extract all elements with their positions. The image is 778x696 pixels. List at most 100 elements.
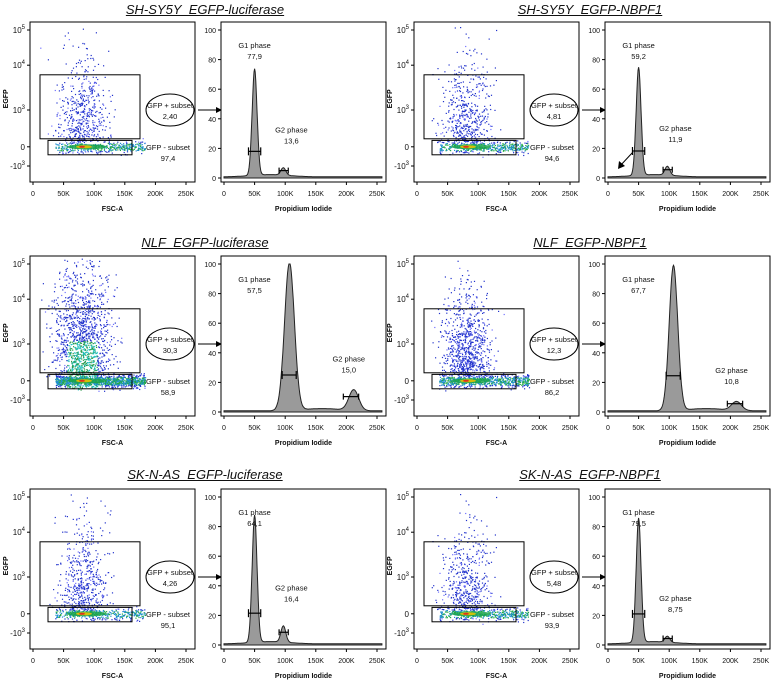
- p2-cell: [466, 123, 468, 125]
- p4-cell: [85, 297, 87, 299]
- p4-cell: [74, 357, 76, 359]
- p2-cell: [481, 73, 483, 75]
- p0-cell: [83, 115, 85, 118]
- p4-cell: [68, 345, 70, 347]
- p2-cell: [457, 82, 459, 84]
- p4-cell: [67, 309, 69, 312]
- p4-cell: [123, 376, 125, 378]
- p4-cell: [86, 376, 88, 378]
- p0-cell: [103, 65, 105, 67]
- p0-cell: [112, 149, 114, 151]
- p3-histogram-area: [607, 67, 767, 179]
- p2-cell: [468, 37, 470, 39]
- p0-cell: [77, 128, 79, 130]
- p4-cell: [93, 373, 95, 375]
- p4-cell: [77, 346, 79, 348]
- p2-cell: [464, 96, 466, 98]
- p0-cell: [88, 108, 90, 110]
- p2-cell: [441, 151, 443, 153]
- p4-cell: [79, 321, 81, 323]
- p0-cell: [105, 107, 107, 109]
- p2-cell: [478, 83, 480, 85]
- p4-cell: [102, 361, 104, 363]
- p4-cell: [133, 374, 135, 376]
- p0-cell: [72, 109, 74, 111]
- p4-cell: [112, 386, 114, 389]
- p0-cell: [93, 99, 95, 102]
- p6-cell: [473, 361, 475, 363]
- p2-cell: [525, 142, 528, 144]
- p2-cell: [524, 147, 526, 149]
- p6-cell: [460, 280, 462, 282]
- p0-cell: [126, 148, 128, 150]
- p0-cell: [80, 111, 82, 113]
- p4-cell: [89, 300, 91, 302]
- p2-cell: [454, 91, 456, 93]
- p2-cell: [447, 144, 449, 146]
- p6-cell: [468, 367, 470, 369]
- p4-cell: [101, 360, 103, 362]
- p0-cell: [87, 132, 89, 134]
- p0-cell: [82, 152, 84, 154]
- p4-cell: [95, 385, 97, 387]
- p4-cell: [112, 381, 114, 383]
- p0-cell: [136, 143, 138, 145]
- p4-cell: [143, 382, 146, 384]
- p0-cell: [67, 122, 69, 124]
- p2-cell: [458, 66, 460, 68]
- p0-cell: [93, 105, 95, 107]
- p4-cell: [58, 347, 60, 349]
- p4-cell: [84, 328, 86, 330]
- p4-cell: [141, 377, 144, 379]
- p4-cell: [92, 376, 94, 378]
- p4-cell: [71, 318, 73, 320]
- p2-cell: [455, 151, 457, 153]
- p4-cell: [72, 279, 74, 281]
- p0-cell: [130, 147, 132, 149]
- p2-cell: [458, 141, 460, 143]
- p2-cell: [459, 129, 461, 131]
- p4-cell: [85, 349, 87, 351]
- p4-cell: [71, 287, 73, 289]
- p2-cell: [455, 129, 457, 131]
- p4-xtick-label-4: 200K: [147, 425, 164, 432]
- p0-cell: [40, 47, 42, 49]
- p0-cell: [88, 136, 90, 138]
- p4-cell: [61, 294, 63, 297]
- p0-cell: [104, 147, 106, 149]
- p2-cell: [445, 89, 447, 91]
- p4-cell: [76, 373, 78, 375]
- p0-cell: [76, 126, 78, 128]
- p4-cell: [71, 360, 73, 362]
- p0-cell: [63, 44, 65, 46]
- p2-cell: [459, 87, 461, 89]
- p2-cell: [467, 116, 469, 118]
- p4-cell: [112, 383, 114, 386]
- p4-cell: [118, 379, 120, 381]
- p0-cell: [79, 90, 81, 92]
- p4-cell: [91, 328, 93, 330]
- p2-cell: [513, 146, 515, 148]
- p2-cell: [524, 150, 526, 152]
- p0-cell: [119, 142, 122, 144]
- p4-cell: [70, 349, 72, 351]
- p4-cell: [68, 386, 70, 388]
- p6-cell: [458, 351, 460, 353]
- p2-xtick-label-1: 50K: [441, 191, 454, 198]
- p4-cell: [55, 340, 57, 342]
- p0-cell: [74, 135, 76, 137]
- p4-cell: [82, 345, 85, 347]
- p2-cell: [455, 125, 458, 127]
- p4-cell: [61, 380, 63, 382]
- p0-cell: [71, 96, 73, 98]
- p0-cell: [112, 143, 114, 145]
- p6-xtick-label-4: 200K: [531, 425, 548, 432]
- p4-cell: [79, 371, 81, 373]
- p2-cell: [449, 118, 451, 120]
- p0-cell: [99, 120, 101, 122]
- p2-cell: [471, 136, 473, 138]
- p4-cell: [75, 337, 77, 339]
- p0-cell: [137, 149, 139, 151]
- p5-g2-value: 15,0: [341, 365, 356, 374]
- p0-cell: [141, 148, 143, 150]
